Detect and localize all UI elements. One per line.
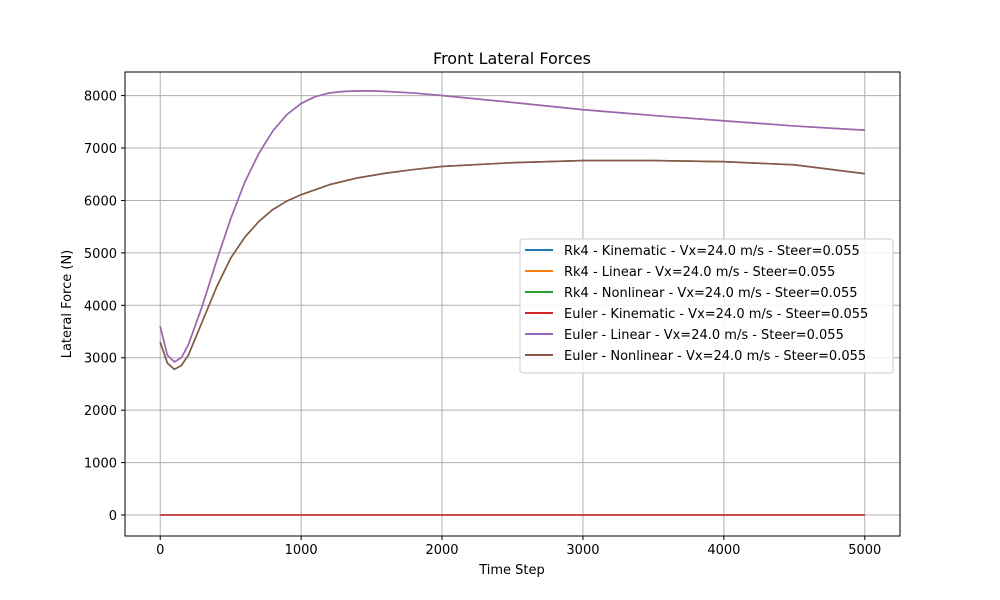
- y-tick-label: 4000: [84, 299, 117, 314]
- legend-label-3: Euler - Kinematic - Vx=24.0 m/s - Steer=…: [564, 307, 868, 322]
- y-tick-label: 5000: [84, 247, 117, 262]
- y-tick-label: 3000: [84, 352, 117, 367]
- series-line-4: [159, 90, 865, 363]
- x-tick-label: 0: [156, 543, 164, 558]
- y-tick-label: 8000: [84, 90, 117, 105]
- legend-label-0: Rk4 - Kinematic - Vx=24.0 m/s - Steer=0.…: [564, 244, 860, 259]
- x-axis-title: Time Step: [478, 563, 545, 578]
- x-tick-label: 3000: [566, 543, 599, 558]
- legend: Rk4 - Kinematic - Vx=24.0 m/s - Steer=0.…: [519, 238, 894, 374]
- axis-ticks: 0 1000 2000 3000 4000 5000 0 1000 2000 3000 4000 50…: [84, 90, 881, 558]
- y-tick-label: 2000: [84, 404, 117, 419]
- chart-title: Front Lateral Forces: [433, 49, 591, 68]
- legend-label-5: Euler - Nonlinear - Vx=24.0 m/s - Steer=…: [564, 349, 866, 364]
- x-tick-label: 5000: [848, 543, 881, 558]
- y-tick-label: 1000: [84, 457, 117, 472]
- plot-frame: [124, 71, 901, 537]
- y-tick-label: 7000: [84, 142, 117, 157]
- legend-label-4: Euler - Linear - Vx=24.0 m/s - Steer=0.0…: [564, 328, 844, 343]
- legend-box: [519, 238, 894, 374]
- x-tick-label: 2000: [425, 543, 458, 558]
- y-tick-label: 0: [109, 509, 117, 524]
- legend-label-2: Rk4 - Nonlinear - Vx=24.0 m/s - Steer=0.…: [564, 286, 858, 301]
- legend-label-1: Rk4 - Linear - Vx=24.0 m/s - Steer=0.055: [564, 265, 835, 280]
- x-tick-label: 4000: [707, 543, 740, 558]
- y-tick-label: 6000: [84, 194, 117, 209]
- series-lines: [159, 90, 865, 516]
- x-tick-label: 1000: [285, 543, 318, 558]
- y-axis-title: Lateral Force (N): [60, 250, 75, 359]
- series-line-5: [159, 159, 865, 371]
